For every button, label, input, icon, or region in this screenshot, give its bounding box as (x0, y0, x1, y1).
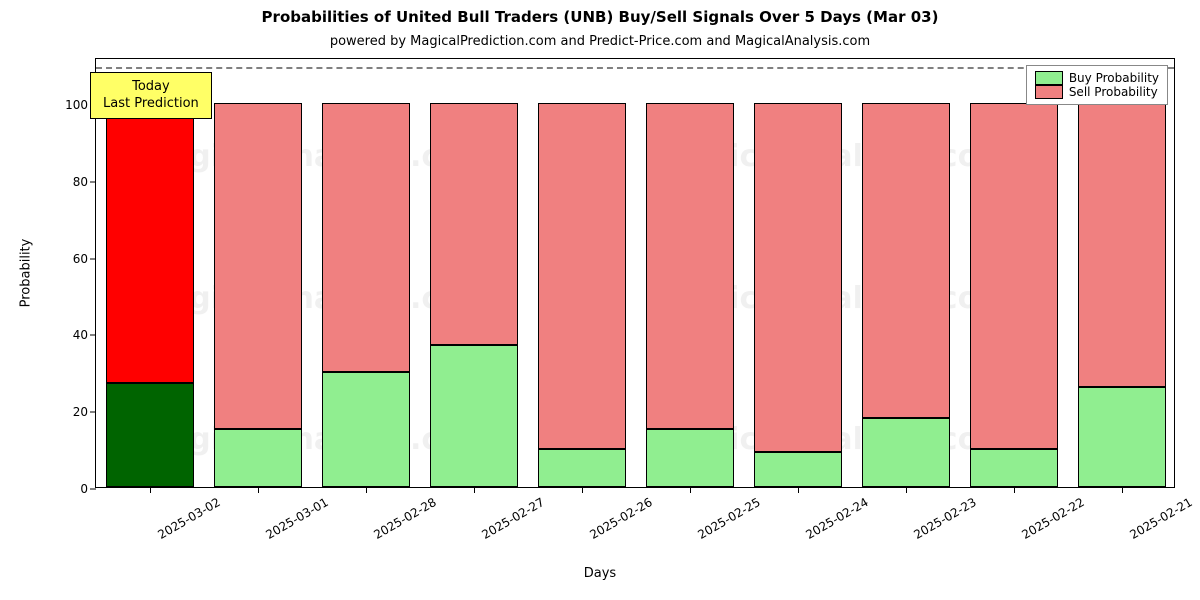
x-tick-label: 2025-02-28 (371, 495, 438, 542)
sell-bar (322, 103, 411, 372)
buy-bar (1078, 387, 1167, 487)
sell-bar (862, 103, 951, 418)
legend: Buy ProbabilitySell Probability (1026, 65, 1168, 105)
chart-subtitle: powered by MagicalPrediction.com and Pre… (0, 34, 1200, 49)
legend-item: Sell Probability (1035, 85, 1159, 99)
y-tick-mark (90, 489, 96, 490)
buy-bar (970, 449, 1059, 487)
x-tick-mark (690, 487, 691, 493)
annotation-line2: Last Prediction (103, 96, 199, 112)
sell-bar (430, 103, 519, 345)
y-tick-label: 20 (73, 405, 88, 419)
y-tick-label: 40 (73, 328, 88, 342)
legend-swatch (1035, 85, 1063, 99)
annotation-line1: Today (103, 79, 199, 95)
buy-bar (322, 372, 411, 487)
x-tick-label: 2025-02-26 (587, 495, 654, 542)
plot-area: Probability MagicalAnalysis.comMagicalAn… (95, 58, 1175, 488)
today-annotation: TodayLast Prediction (90, 72, 212, 119)
sell-bar (646, 103, 735, 429)
x-tick-label: 2025-02-21 (1127, 495, 1194, 542)
bar-group (754, 57, 843, 487)
sell-bar (970, 103, 1059, 449)
x-tick-label: 2025-02-23 (911, 495, 978, 542)
buy-bar (430, 345, 519, 487)
buy-bar (106, 383, 195, 487)
x-tick-mark (366, 487, 367, 493)
x-tick-label: 2025-02-22 (1019, 495, 1086, 542)
x-tick-mark (798, 487, 799, 493)
chart-container: Probabilities of United Bull Traders (UN… (0, 0, 1200, 600)
buy-bar (862, 418, 951, 487)
x-tick-label: 2025-02-27 (479, 495, 546, 542)
buy-bar (538, 449, 627, 487)
x-tick-mark (474, 487, 475, 493)
x-tick-label: 2025-02-24 (803, 495, 870, 542)
legend-label: Sell Probability (1069, 85, 1158, 99)
buy-bar (646, 429, 735, 487)
legend-item: Buy Probability (1035, 71, 1159, 85)
bar-group (1078, 57, 1167, 487)
legend-swatch (1035, 71, 1063, 85)
x-axis-label: Days (0, 566, 1200, 581)
x-tick-mark (1014, 487, 1015, 493)
buy-bar (214, 429, 303, 487)
y-tick-label: 60 (73, 252, 88, 266)
y-tick-mark (90, 335, 96, 336)
y-tick-mark (90, 412, 96, 413)
x-tick-mark (906, 487, 907, 493)
x-tick-mark (582, 487, 583, 493)
bar-group (430, 57, 519, 487)
y-tick-mark (90, 258, 96, 259)
x-tick-label: 2025-03-02 (155, 495, 222, 542)
x-tick-mark (258, 487, 259, 493)
y-tick-label: 100 (65, 98, 88, 112)
bar-group (538, 57, 627, 487)
y-tick-label: 80 (73, 175, 88, 189)
x-tick-mark (150, 487, 151, 493)
legend-label: Buy Probability (1069, 71, 1159, 85)
sell-bar (106, 103, 195, 383)
bar-group (214, 57, 303, 487)
sell-bar (538, 103, 627, 449)
bar-group (862, 57, 951, 487)
sell-bar (214, 103, 303, 429)
y-tick-label: 0 (80, 482, 88, 496)
bar-group (106, 57, 195, 487)
sell-bar (754, 103, 843, 452)
y-tick-mark (90, 181, 96, 182)
sell-bar (1078, 103, 1167, 387)
x-tick-label: 2025-02-25 (695, 495, 762, 542)
bar-group (970, 57, 1059, 487)
buy-bar (754, 452, 843, 487)
chart-title: Probabilities of United Bull Traders (UN… (0, 8, 1200, 26)
x-tick-label: 2025-03-01 (263, 495, 330, 542)
bar-group (646, 57, 735, 487)
bar-group (322, 57, 411, 487)
y-axis-label: Probability (19, 239, 34, 308)
x-tick-mark (1122, 487, 1123, 493)
